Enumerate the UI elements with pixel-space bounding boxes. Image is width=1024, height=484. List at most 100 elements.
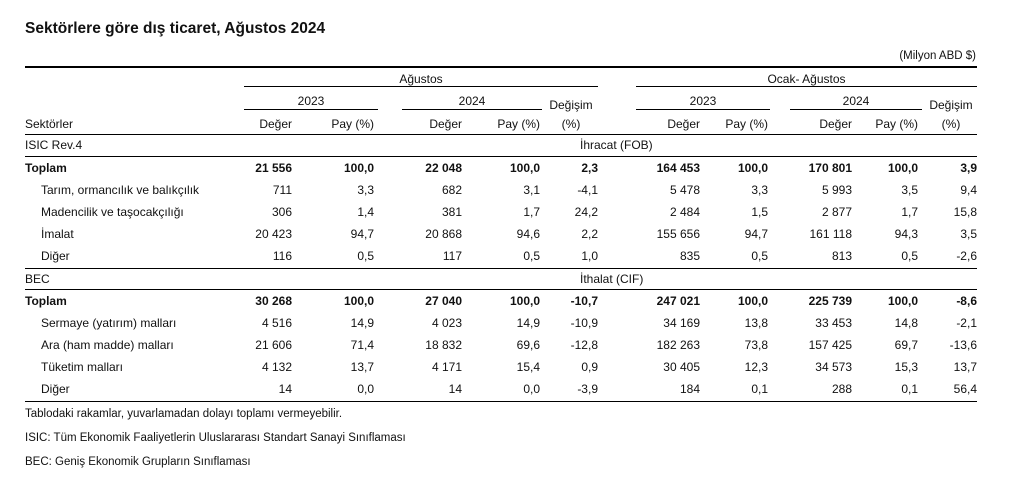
unit-label: (Milyon ABD $)	[899, 50, 976, 62]
table-cell: 182 263	[656, 338, 700, 352]
table-cell: 1,7	[523, 205, 540, 219]
period-jan-aug-header: Ocak- Ağustos	[767, 72, 846, 86]
row-label: Toplam	[25, 161, 67, 175]
table-cell: 73,8	[744, 338, 768, 352]
table-cell: 164 453	[656, 161, 700, 175]
table-cell: -2,1	[956, 316, 977, 330]
table-cell: 14,9	[516, 316, 540, 330]
table-cell: 94,7	[350, 227, 374, 241]
year-2023-aug-rule	[244, 109, 378, 110]
table-cell: 711	[272, 183, 292, 197]
table-cell: 3,5	[960, 227, 977, 241]
table-top-rule	[25, 66, 977, 68]
change-janaug-header: Değişim	[929, 98, 973, 112]
table-cell: 56,4	[953, 382, 977, 396]
table-cell: 100,0	[887, 294, 918, 308]
table-cell: 225 739	[808, 294, 852, 308]
footnote-isic: ISIC: Tüm Ekonomik Faaliyetlerin Uluslar…	[25, 432, 406, 444]
row-label: Sermaye (yatırım) malları	[41, 316, 177, 330]
table-cell: 13,7	[350, 360, 374, 374]
page-title: Sektörlere göre dış ticaret, Ağustos 202…	[25, 20, 326, 37]
year-2024-janaug-header: 2024	[842, 94, 870, 108]
table-cell: 100,0	[509, 161, 540, 175]
table-cell: 71,4	[350, 338, 374, 352]
table-cell: 94,7	[744, 227, 768, 241]
table-cell: 1,0	[581, 249, 598, 263]
section-title-imports: İthalat (CIF)	[580, 272, 644, 286]
table-cell: 9,4	[960, 183, 977, 197]
section-rule	[25, 289, 977, 290]
table-cell: 157 425	[808, 338, 852, 352]
table-cell: 0,9	[581, 360, 598, 374]
year-2024-aug-header: 2024	[458, 94, 486, 108]
table-cell: 5 993	[821, 183, 852, 197]
table-cell: 100,0	[737, 161, 768, 175]
section-divider-rule	[25, 268, 977, 269]
footnote-rounding: Tablodaki rakamlar, yuvarlamadan dolayı …	[25, 408, 343, 420]
table-cell: 3,3	[357, 183, 374, 197]
row-label: Diğer	[41, 382, 70, 396]
table-cell: -12,8	[570, 338, 598, 352]
table-cell: 0,5	[357, 249, 374, 263]
change-aug-unit: (%)	[561, 117, 581, 131]
table-cell: 170 801	[808, 161, 852, 175]
table-cell: 4 171	[431, 360, 462, 374]
table-cell: 27 040	[425, 294, 462, 308]
table-cell: 813	[831, 249, 852, 263]
table-cell: 15,4	[516, 360, 540, 374]
table-cell: -8,6	[956, 294, 977, 308]
year-2023-janaug-rule	[636, 109, 770, 110]
table-cell: -10,7	[570, 294, 598, 308]
share-header: Pay (%)	[331, 117, 374, 131]
row-label: İmalat	[41, 227, 74, 241]
value-header: Değer	[429, 117, 462, 131]
year-2023-janaug-header: 2023	[689, 94, 717, 108]
table-cell: 21 556	[255, 161, 292, 175]
table-cell: 15,3	[894, 360, 918, 374]
table-cell: 3,1	[523, 183, 540, 197]
row-label: Tarım, ormancılık ve balıkçılık	[41, 183, 200, 197]
table-cell: 3,3	[751, 183, 768, 197]
table-cell: 100,0	[887, 161, 918, 175]
table-cell: 0,0	[357, 382, 374, 396]
table-cell: 288	[831, 382, 852, 396]
section-title-exports: İhracat (FOB)	[580, 138, 653, 152]
row-label: Tüketim malları	[41, 360, 124, 374]
section-label-isic: ISIC Rev.4	[25, 138, 83, 152]
table-cell: 20 868	[425, 227, 462, 241]
table-cell: -10,9	[570, 316, 598, 330]
table-cell: 100,0	[737, 294, 768, 308]
table-cell: 4 023	[431, 316, 462, 330]
period-jan-aug-rule	[636, 86, 977, 87]
table-cell: 30 268	[255, 294, 292, 308]
share-header: Pay (%)	[725, 117, 768, 131]
table-cell: 161 118	[809, 227, 853, 241]
table-cell: 12,3	[744, 360, 768, 374]
table-cell: 20 423	[255, 227, 292, 241]
table-cell: 13,8	[744, 316, 768, 330]
table-cell: 22 048	[425, 161, 462, 175]
year-2023-aug-header: 2023	[297, 94, 325, 108]
table-cell: 34 169	[663, 316, 700, 330]
change-janaug-unit: (%)	[941, 117, 961, 131]
table-cell: 100,0	[509, 294, 540, 308]
table-cell: 116	[272, 249, 292, 263]
table-cell: 117	[442, 249, 462, 263]
value-header: Değer	[259, 117, 292, 131]
section-rule	[25, 156, 977, 157]
year-2024-janaug-rule	[790, 109, 922, 110]
table-cell: 3,9	[960, 161, 977, 175]
table-cell: 682	[441, 183, 462, 197]
header-bottom-rule	[25, 134, 977, 135]
table-cell: -4,1	[577, 183, 598, 197]
table-cell: 155 656	[656, 227, 700, 241]
table-cell: 24,2	[574, 205, 598, 219]
table-cell: 14,9	[350, 316, 374, 330]
table-cell: 0,5	[901, 249, 918, 263]
share-header: Pay (%)	[875, 117, 918, 131]
table-cell: 18 832	[425, 338, 462, 352]
table-cell: -3,9	[577, 382, 598, 396]
table-cell: 1,7	[901, 205, 918, 219]
table-cell: 100,0	[343, 161, 374, 175]
table-cell: 14	[278, 382, 292, 396]
